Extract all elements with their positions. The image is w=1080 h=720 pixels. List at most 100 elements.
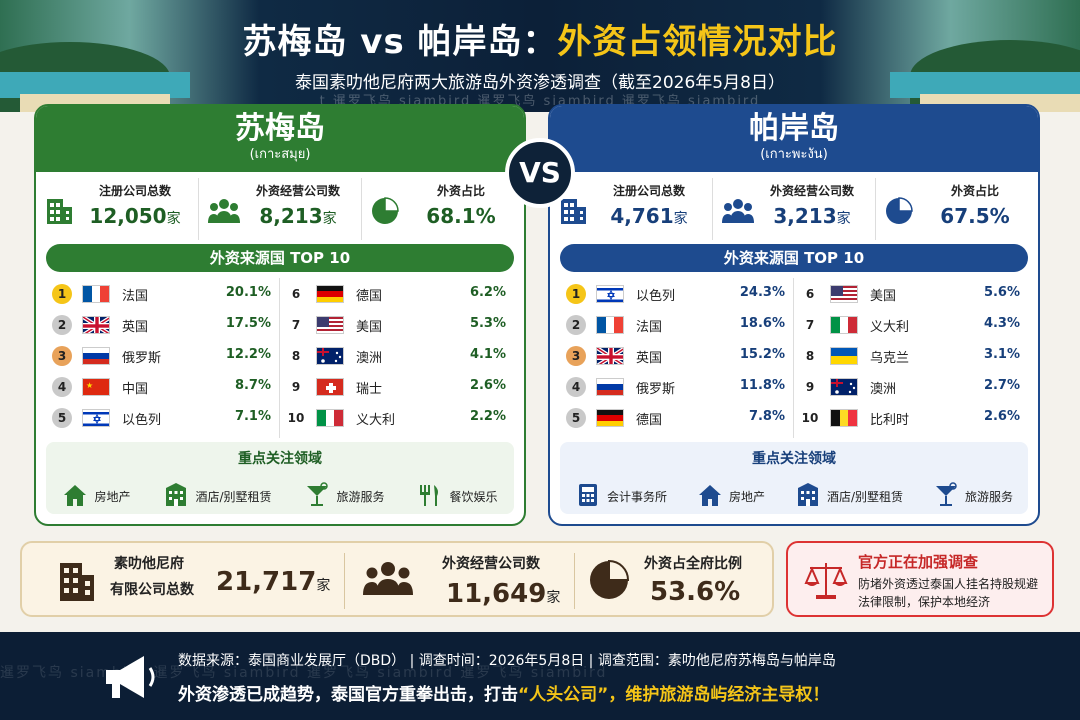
rank-number: 1 <box>52 284 72 304</box>
rank-row: 8 澳洲 4.1% <box>280 340 514 371</box>
flag-ru-icon <box>82 347 110 365</box>
country-name: 俄罗斯 <box>636 382 676 397</box>
rank-number: 6 <box>805 287 815 301</box>
people-icon <box>207 196 240 226</box>
country-name: 英国 <box>636 351 663 366</box>
alert-title: 官方正在加强调查 <box>858 553 979 571</box>
flag-il-icon <box>596 285 624 303</box>
rank-row: 7 义大利 4.3% <box>794 309 1028 340</box>
focus-item: 餐饮娱乐 <box>417 482 497 511</box>
country-name: 澳洲 <box>356 351 383 366</box>
country-name: 中国 <box>122 382 149 397</box>
flag-cn-icon: ★ <box>82 378 110 396</box>
pie-icon <box>884 196 914 226</box>
house-icon <box>62 482 94 511</box>
rank-row: 6 德国 6.2% <box>280 278 514 309</box>
rank-number: 7 <box>291 318 301 332</box>
country-share: 24.3% <box>739 285 785 300</box>
rank-number: 4 <box>52 377 72 397</box>
focus-areas: 重点关注领域 会计事务所 房地产 酒店/别墅租赁 旅游服务 <box>560 442 1028 514</box>
focus-item: 旅游服务 <box>933 482 1013 511</box>
focus-title: 重点关注领域 <box>238 451 322 467</box>
house-icon <box>697 482 729 511</box>
rank-row: 3 英国 15.2% <box>560 340 793 371</box>
flag-de-icon <box>596 409 624 427</box>
rank-row: 5 以色列 7.1% <box>46 402 279 433</box>
rank-row: 6 美国 5.6% <box>794 278 1028 309</box>
country-name: 德国 <box>636 413 663 428</box>
foreign-share-label: 外资占全府比例 <box>644 556 742 572</box>
megaphone-icon <box>106 656 155 698</box>
flag-ch-icon <box>316 378 344 396</box>
flag-it-icon <box>830 316 858 334</box>
page-subtitle: 泰国素叻他尼府两大旅游岛外资渗透调查（截至2026年5月8日） <box>295 73 785 93</box>
people-icon <box>721 196 754 226</box>
rank-number: 3 <box>52 346 72 366</box>
rank-row: 7 美国 5.3% <box>280 309 514 340</box>
country-name: 乌克兰 <box>870 351 910 366</box>
rank-number: 4 <box>566 377 586 397</box>
rank-row: 4 俄罗斯 11.8% <box>560 371 793 402</box>
island-thai-name: (เกาะพะงัน) <box>760 147 828 162</box>
stat-label: 外资占比 <box>950 184 999 198</box>
stat-label: 外资经营公司数 <box>769 184 854 198</box>
focus-item: 会计事务所 <box>575 482 667 511</box>
hotel-icon <box>795 482 827 511</box>
flag-gb-icon <box>82 316 110 334</box>
stat-value: 67.5% <box>940 204 1010 228</box>
rank-number: 6 <box>291 287 301 301</box>
stats-row: 注册公司总数 12,050家 外资经营公司数 8,213家 外资占比 68.1% <box>36 178 524 240</box>
country-name: 比利时 <box>870 413 910 428</box>
flag-au-icon <box>316 347 344 365</box>
province-summary: 素叻他尼府 有限公司总数 21,717家 外资经营公司数 11,649家 外资占… <box>20 541 774 617</box>
rank-row: 2 法国 18.6% <box>560 309 793 340</box>
rank-row: 8 乌克兰 3.1% <box>794 340 1028 371</box>
rank-number: 5 <box>52 408 72 428</box>
country-share: 5.6% <box>983 285 1020 300</box>
country-share: 2.6% <box>469 378 506 393</box>
top10-title: 外资来源国 TOP 10 <box>46 244 514 272</box>
rank-row: 1 以色列 24.3% <box>560 278 793 309</box>
rank-row: 9 瑞士 2.6% <box>280 371 514 402</box>
page-title: 苏梅岛 vs 帕岸岛：外资占领情况对比 <box>242 22 838 62</box>
top10-title: 外资来源国 TOP 10 <box>560 244 1028 272</box>
country-name: 美国 <box>356 320 383 335</box>
scales-icon <box>804 563 848 599</box>
country-share: 4.1% <box>469 347 506 362</box>
stat-label: 注册公司总数 <box>612 184 685 198</box>
alert-text: 防堵外资透过泰国人挂名持股规避法律限制，保护本地经济 <box>858 577 1039 609</box>
phangan-panel: 帕岸岛 (เกาะพะงัน) 注册公司总数 4,761家 外资经营公司数 3,… <box>548 104 1040 526</box>
flag-gb-icon <box>596 347 624 365</box>
rank-number: 8 <box>805 349 815 363</box>
country-share: 11.8% <box>739 378 785 393</box>
stat-value: 12,050家 <box>89 204 181 228</box>
footer: 暹罗飞鸟 siambird 暹罗飞鸟 siambird 暹罗飞鸟 siambir… <box>0 632 1080 720</box>
flag-us-icon <box>830 285 858 303</box>
country-name: 义大利 <box>356 413 396 428</box>
samui-panel: 苏梅岛 (เกาะสมุย) 注册公司总数 12,050家 外资经营公司数 8,… <box>34 104 526 526</box>
vs-badge: VS <box>505 138 575 208</box>
stat-value: 8,213家 <box>259 204 337 228</box>
country-share: 6.2% <box>469 285 506 300</box>
country-name: 英国 <box>122 320 149 335</box>
country-name: 美国 <box>870 289 897 304</box>
country-share: 15.2% <box>739 347 785 362</box>
focus-label: 旅游服务 <box>336 490 385 504</box>
country-share: 8.7% <box>234 378 271 393</box>
foreign-share-value: 53.6% <box>650 577 741 607</box>
flag-il-icon <box>82 409 110 427</box>
people-icon <box>363 562 413 595</box>
rank-number: 9 <box>291 380 301 394</box>
stat-block: 注册公司总数 12,050家 <box>36 178 199 240</box>
focus-item: 酒店/别墅租赁 <box>163 482 272 511</box>
country-name: 瑞士 <box>356 382 383 397</box>
rank-row: 4 ★ 中国 8.7% <box>46 371 279 402</box>
country-name: 法国 <box>122 289 149 304</box>
rank-number: 10 <box>801 411 819 425</box>
country-name: 义大利 <box>870 320 910 335</box>
island-thai-name: (เกาะสมุย) <box>249 147 311 162</box>
building-icon <box>44 196 74 226</box>
flag-ru-icon <box>596 378 624 396</box>
focus-item: 酒店/别墅租赁 <box>795 482 903 511</box>
stat-block: 外资经营公司数 8,213家 <box>199 178 362 240</box>
